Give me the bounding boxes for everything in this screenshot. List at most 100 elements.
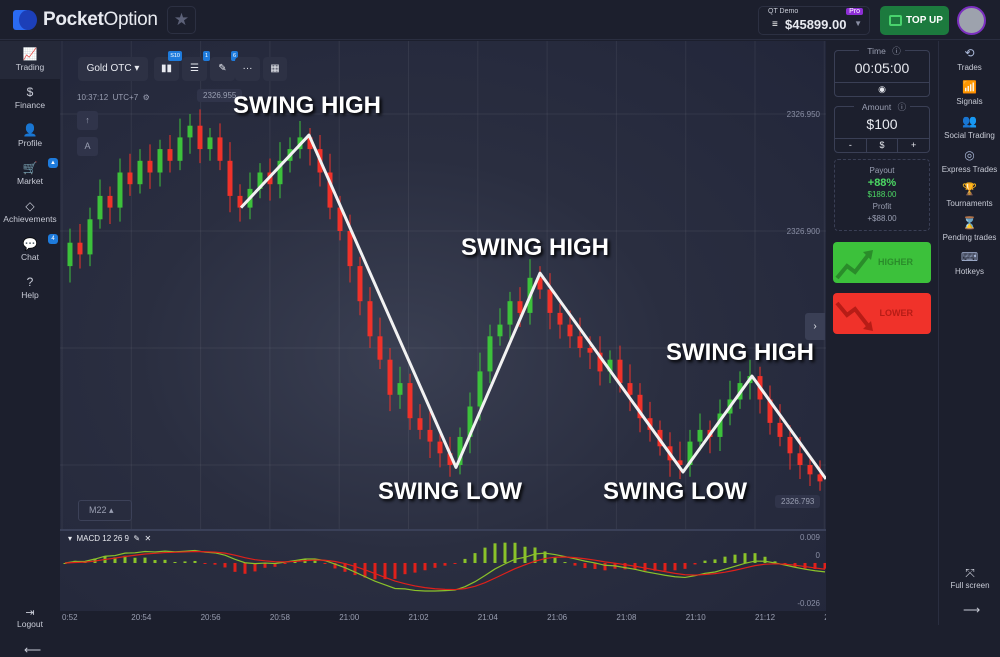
candle — [417, 418, 423, 430]
candle — [677, 460, 683, 465]
macd-histogram-bar — [453, 563, 457, 564]
edit-icon[interactable]: ✎ — [133, 534, 141, 543]
nav-item-express-trades[interactable]: ◎ Express Trades — [939, 149, 1000, 175]
macd-histogram-bar — [493, 543, 497, 563]
macd-histogram-bar — [723, 556, 727, 563]
macd-histogram-bar — [473, 553, 477, 563]
sidebar-item-finance[interactable]: $ Finance — [0, 79, 60, 117]
sidebar-item-market[interactable]: 🛒 Market ▲ — [0, 155, 60, 193]
nav-item-label: Pending trades — [942, 233, 997, 242]
higher-button[interactable]: HIGHER — [833, 242, 931, 283]
candle — [797, 453, 803, 465]
clock-time: 10:37:12 — [77, 93, 109, 102]
macd-histogram-bar — [763, 556, 767, 563]
asset-selector[interactable]: Gold OTC ▾ — [78, 57, 148, 81]
time-value[interactable]: 00:05:00 — [854, 60, 910, 76]
timeframe-selector[interactable]: M22 ▴ — [78, 500, 132, 521]
nav-item-label: Signals — [956, 97, 983, 106]
macd-histogram-bar — [173, 561, 177, 563]
notification-badge: 4 — [48, 234, 58, 244]
candle — [257, 172, 263, 189]
payout-amount: $188.00 — [867, 190, 897, 199]
clock-icon[interactable]: ◉ — [878, 84, 886, 94]
top-up-button[interactable]: TOP UP — [880, 6, 949, 35]
sidebar-item-profile[interactable]: 👤 Profile — [0, 117, 60, 155]
dots-icon: ··· — [242, 63, 253, 74]
chart-type-button[interactable]: ▮▮ S10 — [154, 51, 182, 81]
expand-panel-button[interactable]: › — [805, 313, 825, 340]
currency-button[interactable]: $ — [867, 139, 899, 152]
sidebar-item-label: Profile — [17, 138, 43, 148]
candle — [117, 172, 123, 208]
macd-histogram-bar — [123, 555, 127, 563]
sidebar-item-trading[interactable]: 📈 Trading — [0, 41, 60, 79]
close-icon[interactable]: ✕ — [144, 534, 152, 543]
candle — [567, 324, 573, 337]
macd-histogram-bar — [423, 563, 427, 571]
account-selector[interactable]: QT Demo Pro ≡ $45899.00 ▼ — [758, 6, 870, 35]
candle — [817, 474, 823, 482]
nav-item-tournaments[interactable]: 🏆 Tournaments — [939, 183, 1000, 209]
trend-down-icon — [835, 301, 873, 331]
macd-histogram-bar — [753, 553, 757, 563]
notification-badge: ▲ — [48, 158, 58, 168]
sidebar-item-help[interactable]: ? Help — [0, 269, 60, 307]
brand-name-light: Option — [103, 9, 158, 30]
nav-item-label: Social Trading — [944, 131, 995, 140]
y-axis-label: 2326.950 — [786, 110, 820, 119]
logout-label: Logout — [17, 619, 43, 629]
sidebar-item-chat[interactable]: 💬 Chat 4 — [0, 231, 60, 269]
macd-line — [64, 549, 826, 592]
nav-item-label: Tournaments — [946, 199, 993, 208]
macd-histogram-bar — [203, 563, 207, 564]
macd-histogram-bar — [143, 557, 147, 563]
nav-item-pending-trades[interactable]: ⌛ Pending trades — [939, 217, 1000, 243]
nav-item-label: Express Trades — [941, 165, 998, 174]
layout-button[interactable]: ▦ — [263, 57, 287, 81]
text-tool-icon[interactable]: A — [77, 137, 98, 156]
nav-item-trades[interactable]: ⟲ Trades — [939, 47, 1000, 73]
time-input[interactable]: Time ⓘ 00:05:00 ◉ — [834, 46, 930, 97]
drawings-button[interactable]: ✎ 6 — [210, 51, 238, 81]
candle — [447, 453, 453, 465]
sidebar-item-label: Trading — [15, 62, 45, 72]
trend-up-icon — [835, 250, 873, 280]
sidebar-item-achievements[interactable]: ◇ Achievements — [0, 193, 60, 231]
nav-item-hotkeys[interactable]: ⌨ Hotkeys — [939, 251, 1000, 277]
increase-button[interactable]: + — [911, 140, 917, 150]
nav-item-signals[interactable]: 📶 Signals — [939, 81, 1000, 107]
nav-item-social-trading[interactable]: 👥 Social Trading — [939, 115, 1000, 141]
logo[interactable]: PocketOption — [13, 9, 158, 31]
macd-histogram-bar — [803, 563, 807, 569]
amount-input[interactable]: Amount ⓘ $100 - $ + — [834, 102, 930, 153]
amount-value[interactable]: $100 — [866, 116, 898, 132]
candle — [227, 160, 233, 196]
macd-histogram-bar — [233, 563, 237, 572]
price-chart[interactable]: Gold OTC ▾ ▮▮ S10 ☰ 1 ✎ 6 ··· ▦ 10:37:12 UT… — [60, 41, 826, 611]
logout-button[interactable]: ⇥ Logout — [0, 606, 60, 629]
decrease-button[interactable]: - — [835, 139, 867, 152]
profit-label: Profit — [872, 202, 892, 211]
indicators-button[interactable]: ☰ 1 — [182, 51, 210, 81]
collapse-arrow-icon[interactable]: ⟵ — [24, 643, 42, 657]
candle — [607, 359, 613, 372]
candle — [277, 160, 283, 185]
macd-histogram-bar — [713, 559, 717, 563]
macd-histogram-bar — [733, 554, 737, 563]
more-button[interactable]: ··· — [235, 57, 260, 81]
macd-histogram-bar — [563, 562, 567, 564]
settings-gear-icon[interactable]: ⚙ — [142, 93, 150, 102]
favorites-star-icon[interactable]: ★ — [167, 6, 196, 34]
candle — [627, 383, 633, 395]
arrow-right-icon[interactable]: ⟶ — [963, 603, 981, 617]
sidebar-item-label: Help — [21, 290, 39, 300]
lower-button[interactable]: LOWER — [833, 293, 931, 334]
fullscreen-button[interactable]: ⤧ Full screen — [939, 566, 1000, 590]
avatar[interactable] — [957, 6, 986, 35]
arrow-up-icon[interactable]: ↑ — [77, 111, 98, 130]
logout-icon: ⇥ — [25, 607, 35, 619]
candle — [167, 149, 173, 161]
candle — [147, 160, 153, 173]
trade-panel: Time ⓘ 00:05:00 ◉ Amount ⓘ $100 - $ + Payo… — [826, 41, 938, 625]
candle — [87, 219, 93, 255]
